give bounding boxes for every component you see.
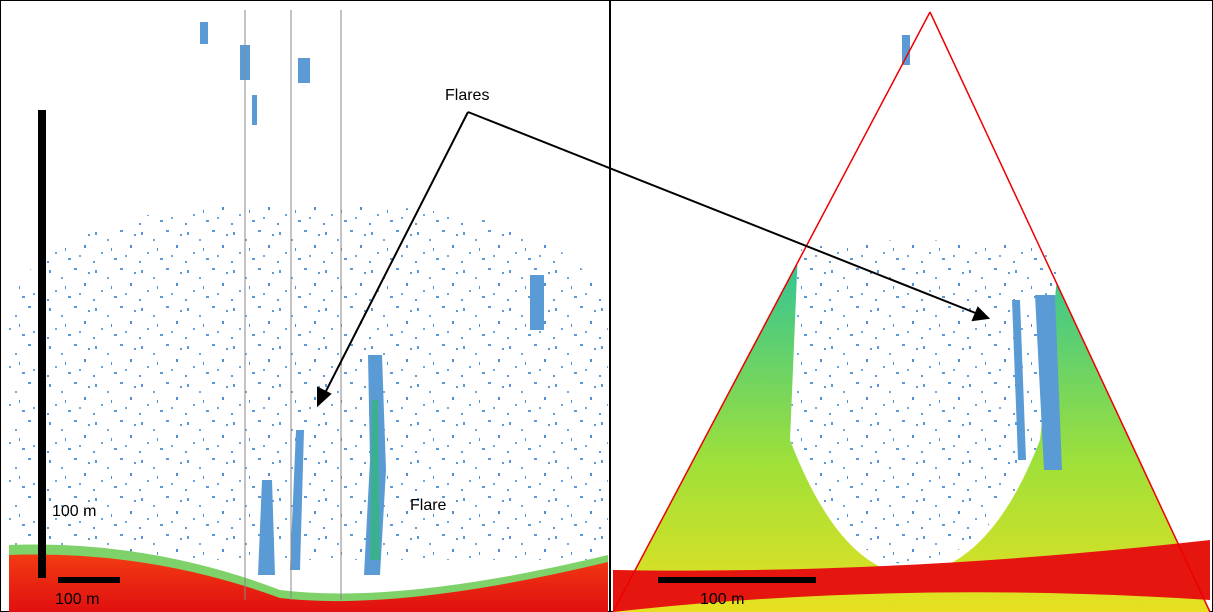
water-column-backscatter (9, 205, 608, 560)
horizontal-scale-bar (58, 577, 120, 583)
flare-label: Flare (410, 497, 447, 514)
horizontal-scale-label: 100 m (55, 591, 99, 608)
right-scale-bar (658, 577, 816, 583)
right-scale-label: 100 m (700, 591, 744, 608)
vertical-scale-bar (38, 110, 46, 578)
flares-label: Flares (445, 87, 489, 104)
page: 100 m 100 m Flare 100 m Flares (() => { … (0, 0, 1213, 612)
echogram-figure: 100 m 100 m Flare 100 m Flares (0, 0, 1213, 612)
vertical-scale-label: 100 m (52, 503, 96, 520)
